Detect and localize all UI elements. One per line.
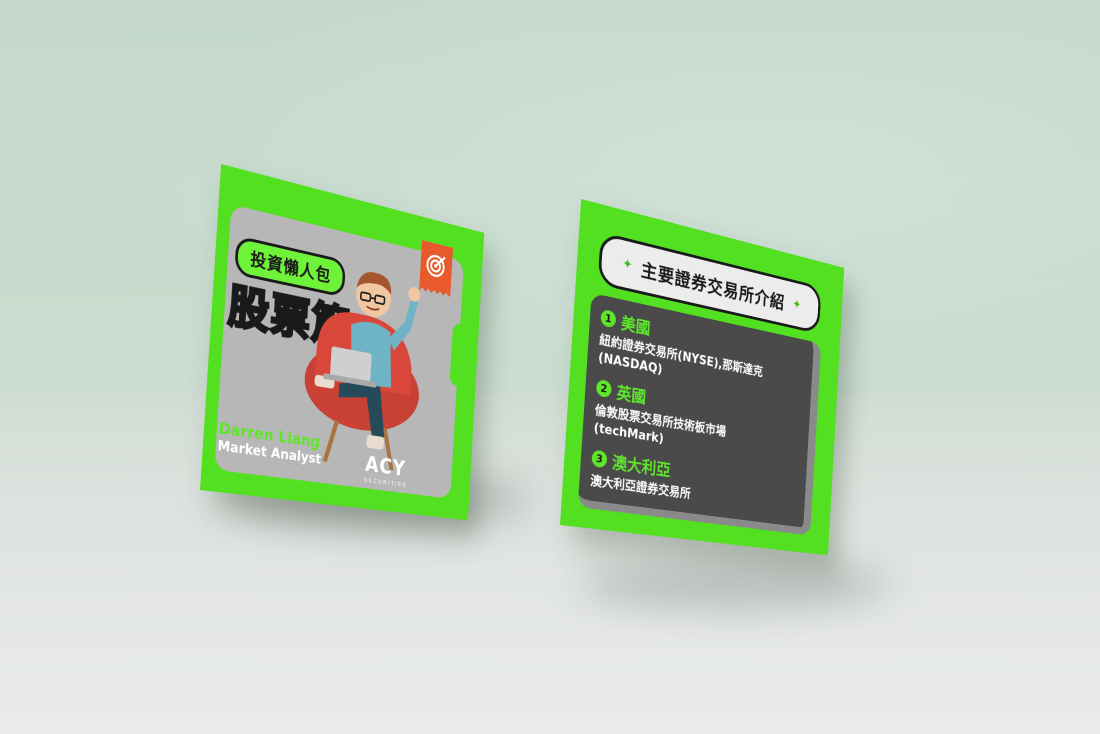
wall <box>0 0 1100 420</box>
right-card-shadow <box>580 560 890 610</box>
analyst-illustration <box>302 268 422 480</box>
sparkle-icon: ✦ <box>792 296 802 313</box>
item-number: 1 <box>600 308 617 329</box>
right-card-title: 主要證券交易所介紹 <box>640 258 786 314</box>
item-country: 美國 <box>620 314 651 340</box>
item-number: 2 <box>595 378 612 399</box>
left-card-notch <box>449 322 468 388</box>
exchange-list: 1 美國 紐約證券交易所(NYSE),那斯達克 (NASDAQ) 2 英國 倫敦… <box>577 292 822 536</box>
floor <box>0 395 1100 734</box>
item-country: 英國 <box>615 383 647 409</box>
sparkle-icon: ✦ <box>621 255 634 274</box>
item-number: 3 <box>591 449 608 469</box>
left-card: 投資懶人包 股票篇 Da <box>200 163 485 521</box>
